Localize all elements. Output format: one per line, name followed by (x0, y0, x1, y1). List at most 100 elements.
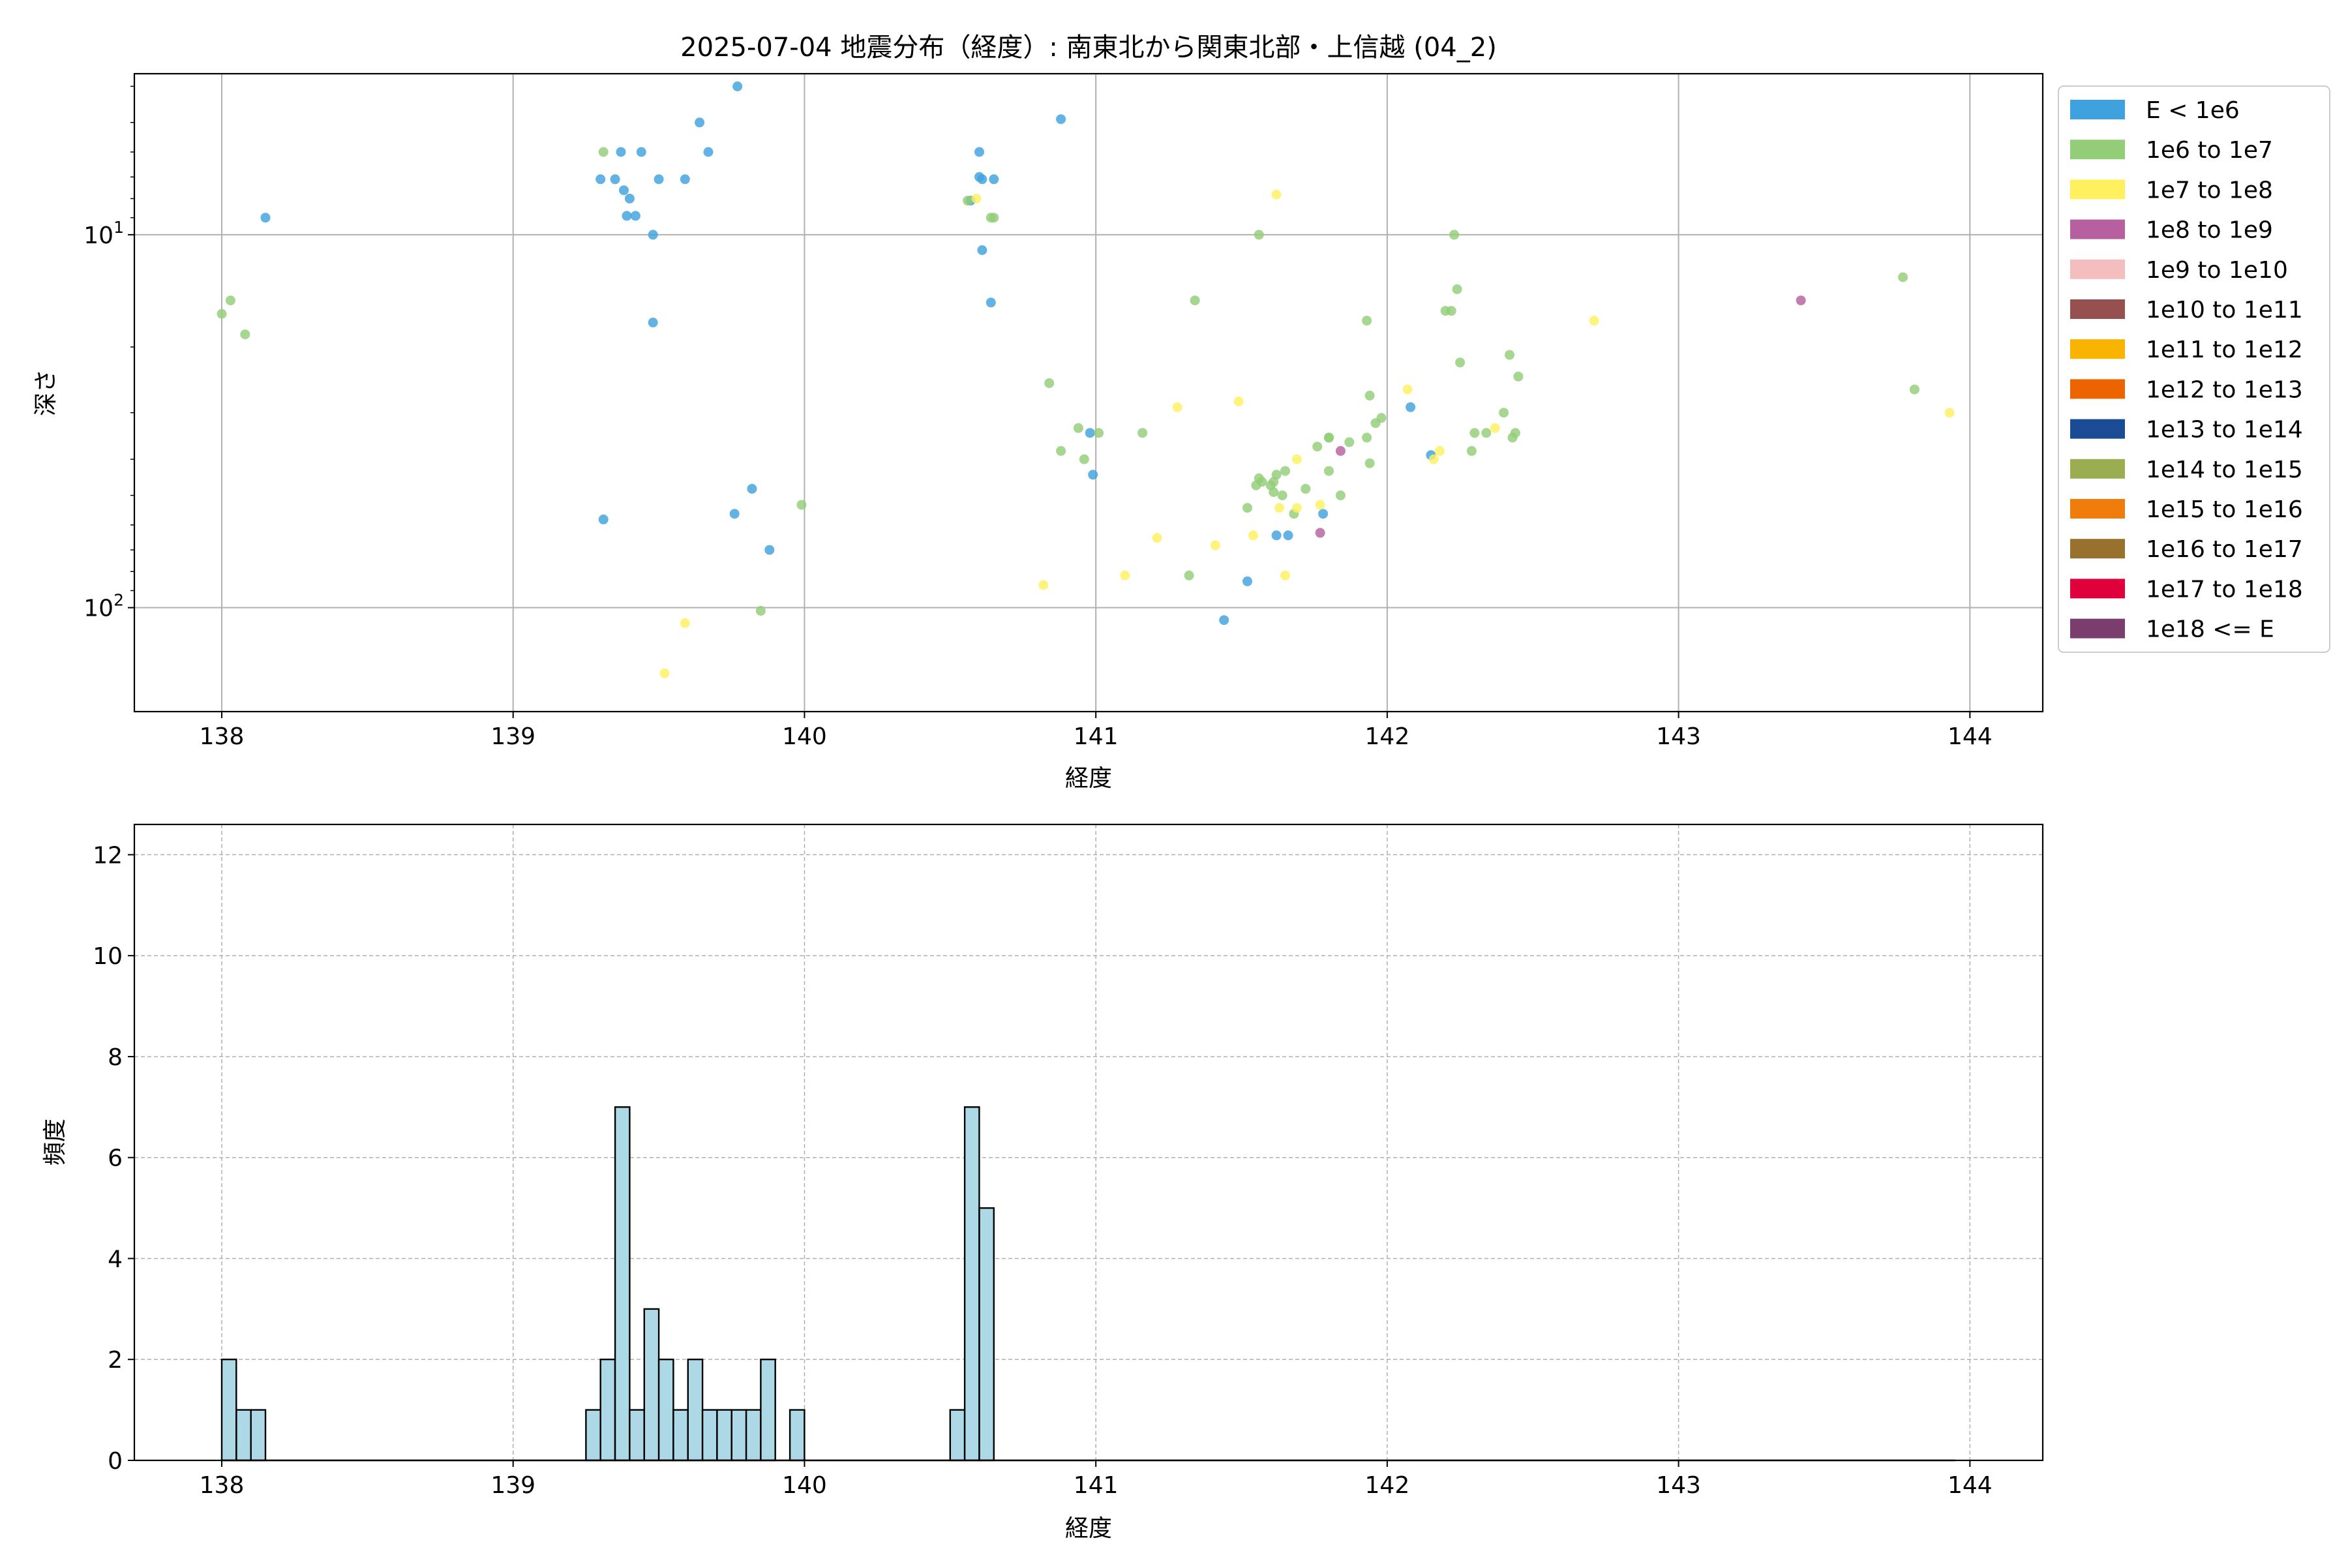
scatter-point (1094, 428, 1104, 438)
scatter-point (747, 483, 757, 494)
scatter-point (648, 318, 658, 327)
histogram-bar (585, 1409, 601, 1462)
scatter-x-tick-label: 141 (1074, 723, 1119, 750)
legend-label: 1e11 to 1e12 (2146, 337, 2303, 363)
histogram-y-label: 頻度 (42, 1119, 68, 1166)
scatter-point (971, 194, 982, 204)
scatter-point (1362, 432, 1372, 443)
scatter-point (796, 500, 807, 510)
scatter-point (1280, 570, 1290, 580)
scatter-point (680, 174, 690, 185)
scatter-point (1254, 230, 1264, 240)
scatter-point (1434, 445, 1445, 456)
scatter-x-tick-label: 144 (1948, 723, 1993, 750)
scatter-point (1428, 454, 1439, 464)
scatter-point (622, 211, 632, 221)
histogram-bar (978, 1207, 995, 1462)
scatter-point (1469, 428, 1480, 438)
scatter-point (989, 213, 999, 223)
scatter-point (1944, 408, 1955, 418)
histogram-panel: 138 139 140 141 142 143 144 0 2 4 6 8 10 12 経度 頻度 (42, 823, 2044, 1542)
histogram-axes-frame (133, 823, 2044, 1462)
scatter-point (695, 117, 705, 128)
scatter-point (1085, 428, 1095, 438)
scatter-point (1335, 445, 1346, 456)
histogram-x-tick-label: 143 (1656, 1472, 1701, 1499)
scatter-point (1257, 477, 1267, 487)
legend-swatch (2070, 179, 2125, 200)
scatter-point (1172, 402, 1182, 412)
scatter-point (1277, 490, 1287, 500)
scatter-point (1038, 580, 1049, 590)
scatter-point (1589, 316, 1599, 326)
scatter-x-tick-label: 139 (490, 723, 535, 750)
scatter-point (225, 295, 235, 306)
histogram-bar (716, 1409, 732, 1462)
scatter-point (1291, 503, 1302, 513)
legend-swatch (2070, 259, 2125, 279)
scatter-point (1269, 487, 1279, 497)
scatter-x-tick-label: 142 (1365, 723, 1410, 750)
legend: E < 1e6 1e6 to 1e7 1e7 to 1e8 1e8 to 1e9 1e9… (2058, 85, 2330, 653)
scatter-point (1449, 230, 1460, 240)
histogram-bar (730, 1409, 747, 1462)
legend-label: 1e14 to 1e15 (2146, 457, 2303, 483)
scatter-panel: 138 139 140 141 142 143 144 101 102 2025-07-04 … (33, 33, 2044, 792)
histogram-bars (220, 1106, 1955, 1462)
legend-label: 1e16 to 1e17 (2146, 536, 2303, 563)
scatter-point (1376, 413, 1387, 423)
scatter-point (1898, 272, 1908, 282)
legend-label: 1e18 <= E (2146, 616, 2274, 643)
histogram-x-tick-label: 141 (1074, 1472, 1119, 1499)
scatter-point (1044, 378, 1055, 388)
legend-swatch (2070, 419, 2125, 439)
scatter-point (1455, 357, 1466, 368)
scatter-point (1324, 466, 1334, 476)
scatter-point (1120, 570, 1130, 580)
scatter-point (1312, 442, 1323, 452)
histogram-y-tick-label: 8 (108, 1044, 123, 1071)
legend-swatch (2070, 579, 2125, 599)
scatter-point (636, 147, 646, 157)
scatter-point (1210, 540, 1220, 550)
histogram-bar (220, 1358, 237, 1462)
scatter-point (986, 297, 996, 308)
scatter-point (1318, 509, 1329, 519)
legend-swatch (2070, 100, 2125, 119)
scatter-point (977, 174, 987, 185)
scatter-point (1335, 490, 1346, 500)
scatter-point (1301, 483, 1311, 494)
histogram-x-tick-label: 139 (490, 1472, 535, 1499)
scatter-point (240, 329, 250, 340)
histogram-y-tick-label: 0 (108, 1448, 123, 1475)
scatter-point (1291, 454, 1302, 464)
scatter-point (755, 606, 766, 616)
legend-label: 1e9 to 1e10 (2146, 257, 2288, 284)
scatter-point (654, 174, 664, 185)
histogram-y-tick-label: 4 (108, 1246, 123, 1273)
histogram-y-tick-label: 2 (108, 1347, 123, 1374)
scatter-y-label: 深さ (33, 369, 59, 416)
legend-frame (2058, 85, 2330, 653)
scatter-point (1274, 503, 1285, 513)
scatter-point (1233, 397, 1244, 406)
scatter-point (1219, 615, 1229, 626)
scatter-point (616, 147, 626, 157)
scatter-point (1269, 477, 1279, 487)
legend-label: 1e7 to 1e8 (2146, 177, 2273, 204)
scatter-point (1248, 530, 1258, 541)
histogram-x-tick-label: 142 (1365, 1472, 1410, 1499)
scatter-point (1073, 423, 1083, 433)
scatter-point (974, 147, 984, 157)
scatter-point (1452, 284, 1462, 294)
histogram-bar (614, 1106, 631, 1462)
scatter-point (1056, 445, 1066, 456)
legend-swatch (2070, 219, 2125, 239)
scatter-point (1909, 384, 1919, 395)
legend-label: 1e6 to 1e7 (2146, 137, 2273, 164)
histogram-bar (760, 1358, 776, 1462)
histogram-bar (949, 1409, 966, 1462)
scatter-point (977, 245, 987, 255)
scatter-point (1283, 530, 1293, 541)
